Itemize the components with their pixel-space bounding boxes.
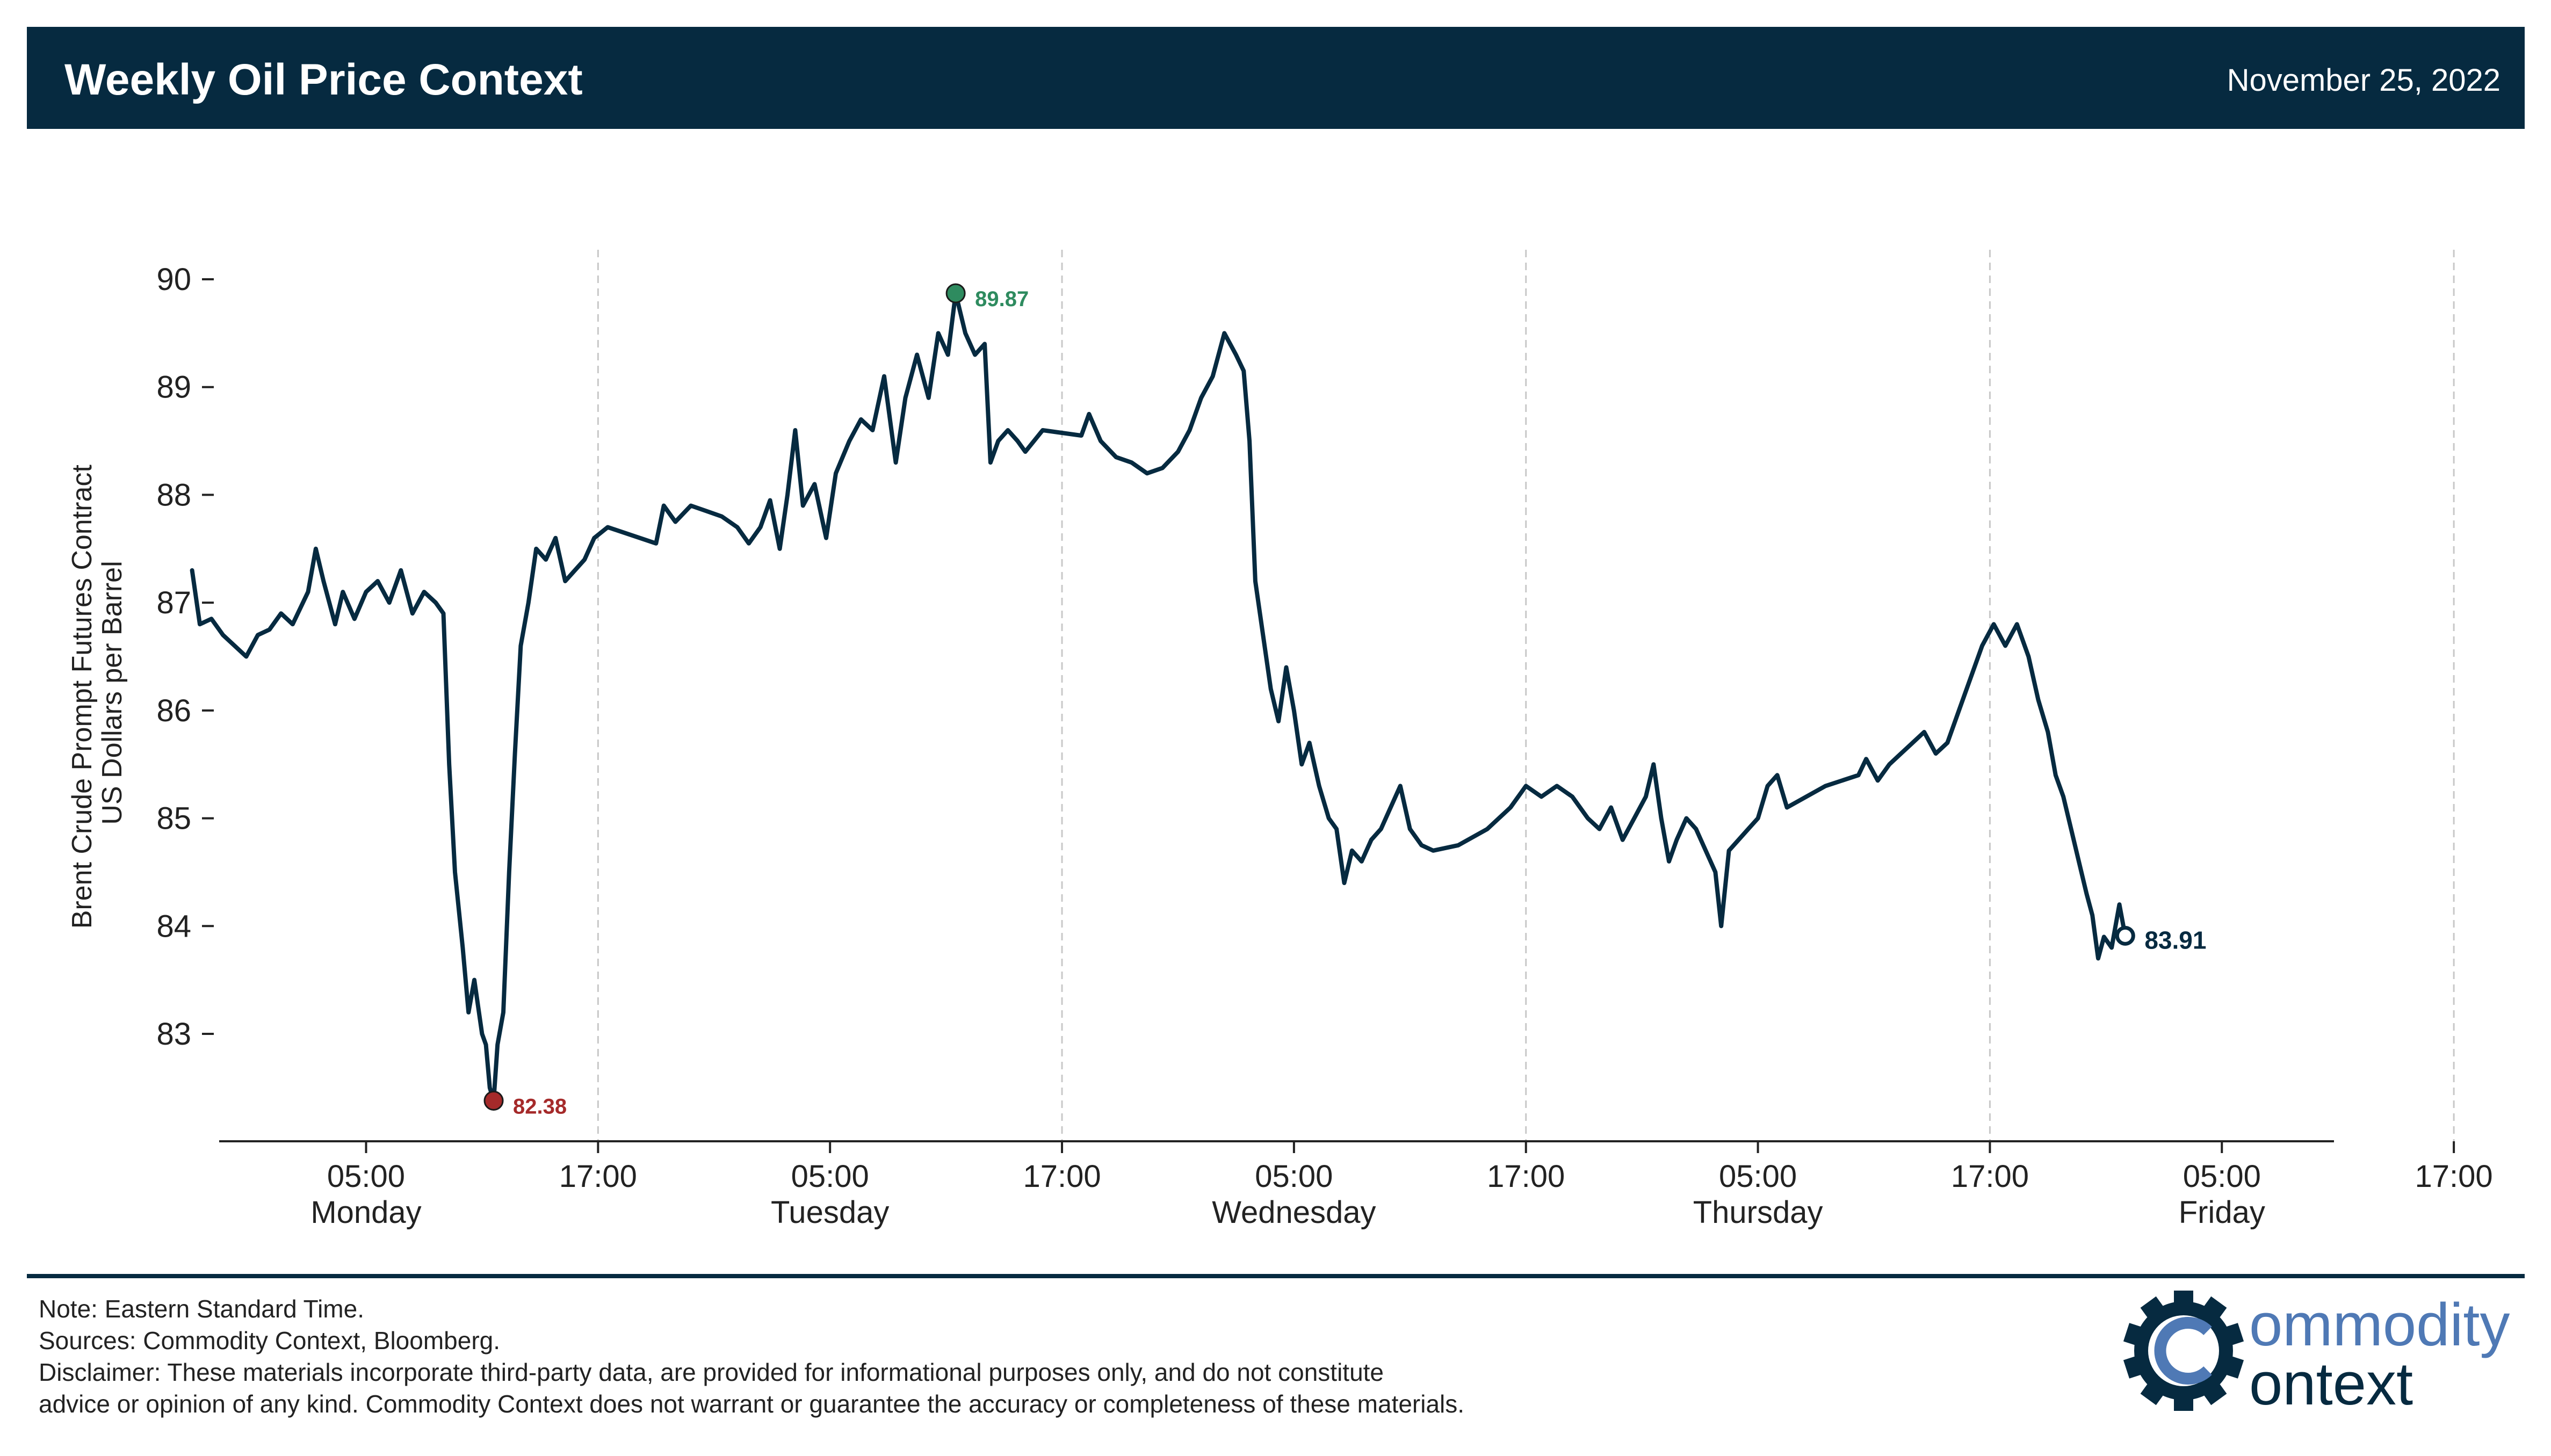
report-date: November 25, 2022	[2227, 63, 2501, 98]
x-tick-label-8: 05:00	[2183, 1159, 2261, 1194]
y-axis-label: Brent Crude Prompt Futures Contract US D…	[67, 457, 128, 929]
x-tick-label-7: 17:00	[1951, 1159, 2029, 1194]
x-tick-label-5: 17:00	[1487, 1159, 1565, 1194]
x-tick-label-2: 05:00	[791, 1159, 869, 1194]
x-tick-label-3: 17:00	[1023, 1159, 1101, 1194]
marker-2	[2115, 925, 2135, 946]
y-tick-label-87: 87	[156, 585, 191, 620]
annotation-label-2: 83.91	[2144, 926, 2206, 954]
marker-1	[483, 1090, 504, 1111]
x-tick-label-9: 17:00	[2415, 1159, 2493, 1194]
x-day-label-4: Wednesday	[1212, 1195, 1376, 1230]
gear-tooth	[2140, 1380, 2166, 1406]
x-tick-label-6: 05:00	[1719, 1159, 1797, 1194]
gear-tooth	[2123, 1354, 2146, 1379]
x-day-label-0: Monday	[310, 1195, 421, 1230]
footer-rule	[27, 1274, 2525, 1278]
y-tick-label-86: 86	[156, 693, 191, 728]
x-tick-label-0: 05:00	[327, 1159, 405, 1194]
disclaimer-line2: advice or opinion of any kind. Commodity…	[39, 1390, 1465, 1418]
y-tick-label-84: 84	[156, 909, 191, 944]
gear-tooth	[2221, 1354, 2244, 1379]
marker-0	[945, 283, 966, 303]
series-layer	[190, 291, 2128, 1103]
gear-tooth	[2174, 1394, 2193, 1411]
gear-tooth	[2123, 1323, 2146, 1347]
gear-tooth	[2140, 1296, 2166, 1322]
sources-text: Sources: Commodity Context, Bloomberg.	[39, 1327, 501, 1354]
gear-tooth	[2221, 1323, 2244, 1347]
x-day-label-2: Tuesday	[771, 1195, 889, 1230]
gear-tooth	[2201, 1296, 2227, 1322]
series-line-0	[190, 291, 2128, 1103]
gear-tooth	[2174, 1291, 2193, 1308]
logo-text-top: ommodity	[2249, 1291, 2510, 1358]
x-tick-label-1: 17:00	[559, 1159, 637, 1194]
y-axis-label-line2: US Dollars per Barrel	[97, 561, 128, 824]
page-title: Weekly Oil Price Context	[64, 55, 583, 104]
annotations: 89.87 82.38 83.91	[483, 283, 2206, 1118]
grid-lines	[597, 250, 2455, 1141]
note-text: Note: Eastern Standard Time.	[39, 1295, 364, 1323]
x-day-label-8: Friday	[2179, 1195, 2265, 1230]
y-tick-label-90: 90	[156, 262, 191, 297]
annotation-label-0: 89.87	[975, 287, 1029, 311]
title-banner: Weekly Oil Price Context November 25, 20…	[27, 27, 2525, 129]
disclaimer-line1: Disclaimer: These materials incorporate …	[39, 1358, 1384, 1386]
y-tick-label-88: 88	[156, 477, 191, 512]
y-tick-label-85: 85	[156, 801, 191, 836]
footer-notes: Note: Eastern Standard Time. Sources: Co…	[39, 1293, 1464, 1420]
commodity-context-logo: ommodity ontext	[2122, 1284, 2510, 1423]
logo-text-bottom: ontext	[2249, 1350, 2413, 1417]
gear-icon	[2123, 1291, 2244, 1411]
annotation-label-1: 82.38	[513, 1095, 567, 1118]
x-tick-label-4: 05:00	[1255, 1159, 1333, 1194]
x-day-label-6: Thursday	[1693, 1195, 1823, 1230]
gear-tooth	[2201, 1380, 2227, 1406]
y-axis-label-line1: Brent Crude Prompt Futures Contract	[67, 465, 98, 929]
y-tick-label-83: 83	[156, 1017, 191, 1052]
y-tick-label-89: 89	[156, 370, 191, 405]
